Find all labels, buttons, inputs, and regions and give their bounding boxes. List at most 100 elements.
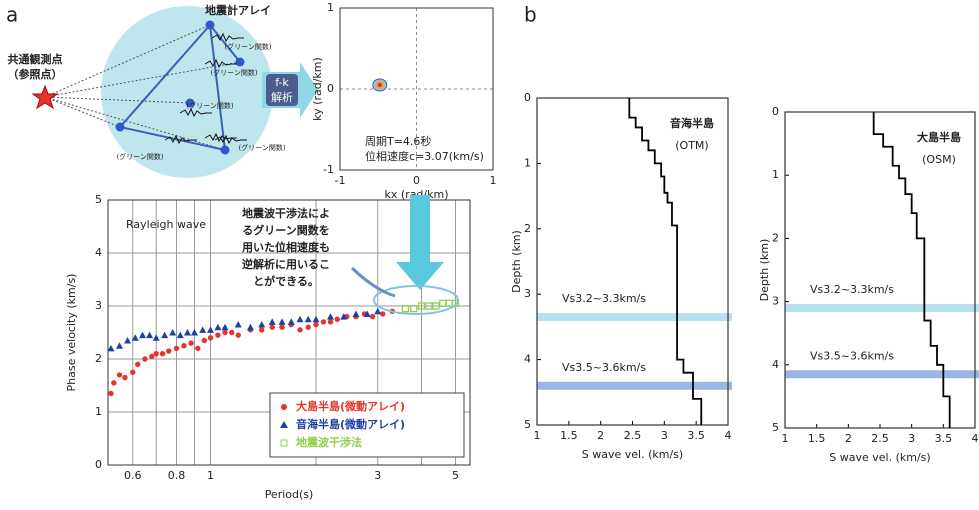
x-axis-label: Period(s) xyxy=(265,488,314,501)
legend-label: 音海半島(微動アレイ) xyxy=(296,417,405,431)
point xyxy=(297,327,303,333)
point xyxy=(206,326,214,333)
y-tick-label: 0 xyxy=(772,105,779,118)
point xyxy=(115,342,123,349)
point xyxy=(131,334,139,341)
point xyxy=(184,329,192,336)
array-triangle xyxy=(118,22,227,152)
green-label: (グリーン関数) xyxy=(116,152,163,161)
point xyxy=(229,329,235,336)
point xyxy=(215,332,221,338)
plot-frame xyxy=(107,199,471,466)
point xyxy=(380,311,386,317)
velocity-band xyxy=(537,381,732,390)
result-arrow xyxy=(396,195,444,290)
point xyxy=(287,318,295,325)
callout-text: 地震波干渉法によ xyxy=(242,206,330,220)
y-tick-label: 2 xyxy=(772,231,779,244)
point xyxy=(278,318,286,325)
array-link xyxy=(209,24,241,63)
point xyxy=(425,302,433,310)
point xyxy=(327,319,334,325)
point xyxy=(149,353,155,360)
highlight-ellipse xyxy=(373,285,459,315)
plot-frame xyxy=(784,111,976,429)
y-tick-label: 3 xyxy=(524,287,531,300)
x-tick-label: 2.5 xyxy=(624,429,642,442)
point xyxy=(296,315,304,323)
point xyxy=(122,374,128,381)
y-tick-label: 1 xyxy=(95,405,102,418)
y-tick-label: 5 xyxy=(772,421,779,434)
y-tick-label: 3 xyxy=(772,295,779,308)
x-tick-label: 1 xyxy=(207,469,214,482)
point xyxy=(176,331,184,339)
point xyxy=(304,315,312,323)
y-tick-label: 4 xyxy=(524,353,531,366)
plot-frame xyxy=(536,97,729,426)
callout-arrow xyxy=(350,266,396,298)
legend-label: 大島半島(微動アレイ) xyxy=(296,399,405,413)
y-axis-label: Depth (km) xyxy=(510,230,523,293)
point xyxy=(201,337,207,344)
y-tick-label: 0 xyxy=(524,91,531,104)
green-label: (グリーン関数) xyxy=(210,68,257,77)
point xyxy=(214,323,222,331)
x-tick-label: 1.5 xyxy=(560,429,578,442)
y-tick-label: -1 xyxy=(323,163,334,176)
point xyxy=(111,380,117,386)
reference-star xyxy=(31,84,59,110)
x-tick-label: 3.5 xyxy=(687,429,705,442)
process-label: 解析 xyxy=(271,90,293,104)
callout-text: るグリーン関数を xyxy=(242,223,329,237)
point xyxy=(166,348,172,354)
process-label: f-k xyxy=(275,76,289,89)
velocity-band xyxy=(785,370,979,379)
point xyxy=(181,343,187,349)
x-tick-label: 5 xyxy=(452,469,459,482)
profile-title: 大島半島 xyxy=(917,130,961,144)
point xyxy=(173,345,180,352)
y-axis-label: ky (rad/km) xyxy=(311,57,324,121)
point xyxy=(142,356,148,362)
point xyxy=(279,324,285,330)
array-diagram: 地震計アレイ 共通観測点 （参照点） (グリーン関数) (グリーン関数) (グリ… xyxy=(8,3,318,178)
band-label: Vs3.2~3.3km/s xyxy=(810,283,894,296)
y-tick-label: 1 xyxy=(772,168,779,181)
x-tick-label: 4 xyxy=(725,429,732,442)
point xyxy=(234,321,242,328)
point xyxy=(312,315,320,323)
point xyxy=(139,331,147,339)
point xyxy=(374,307,382,315)
y-tick-label: 2 xyxy=(524,222,531,235)
point xyxy=(320,319,327,325)
x-tick-label: 3 xyxy=(661,429,668,442)
point xyxy=(152,334,160,341)
y-tick-label: 4 xyxy=(95,246,102,259)
x-tick-label: 1.5 xyxy=(808,432,826,445)
point xyxy=(195,345,201,352)
x-tick-label: -1 xyxy=(335,174,346,187)
velocity-profile xyxy=(872,112,951,428)
plot-frame xyxy=(339,7,494,171)
green-label: (グリーン関数) xyxy=(224,42,271,51)
point xyxy=(199,326,207,333)
point xyxy=(340,313,348,320)
point xyxy=(146,331,154,339)
plot-area xyxy=(537,98,728,425)
point xyxy=(417,302,426,310)
x-axis-label: S wave vel. (km/s) xyxy=(582,448,683,461)
point xyxy=(246,323,254,331)
annotation: Rayleigh wave xyxy=(126,218,206,231)
reference-label: （参照点） xyxy=(8,67,63,81)
point xyxy=(327,313,335,320)
velocity-band xyxy=(785,303,979,312)
band-label: Vs3.5~3.6km/s xyxy=(810,349,894,362)
band-label: Vs3.5~3.6km/s xyxy=(562,361,646,374)
legend-box xyxy=(269,392,465,458)
panel-label: a xyxy=(6,3,18,27)
x-tick-label: 3 xyxy=(374,469,381,482)
reference-label: 共通観測点 xyxy=(8,52,63,66)
x-tick-label: 0 xyxy=(413,174,420,187)
x-axis-label: S wave vel. (km/s) xyxy=(829,451,930,464)
